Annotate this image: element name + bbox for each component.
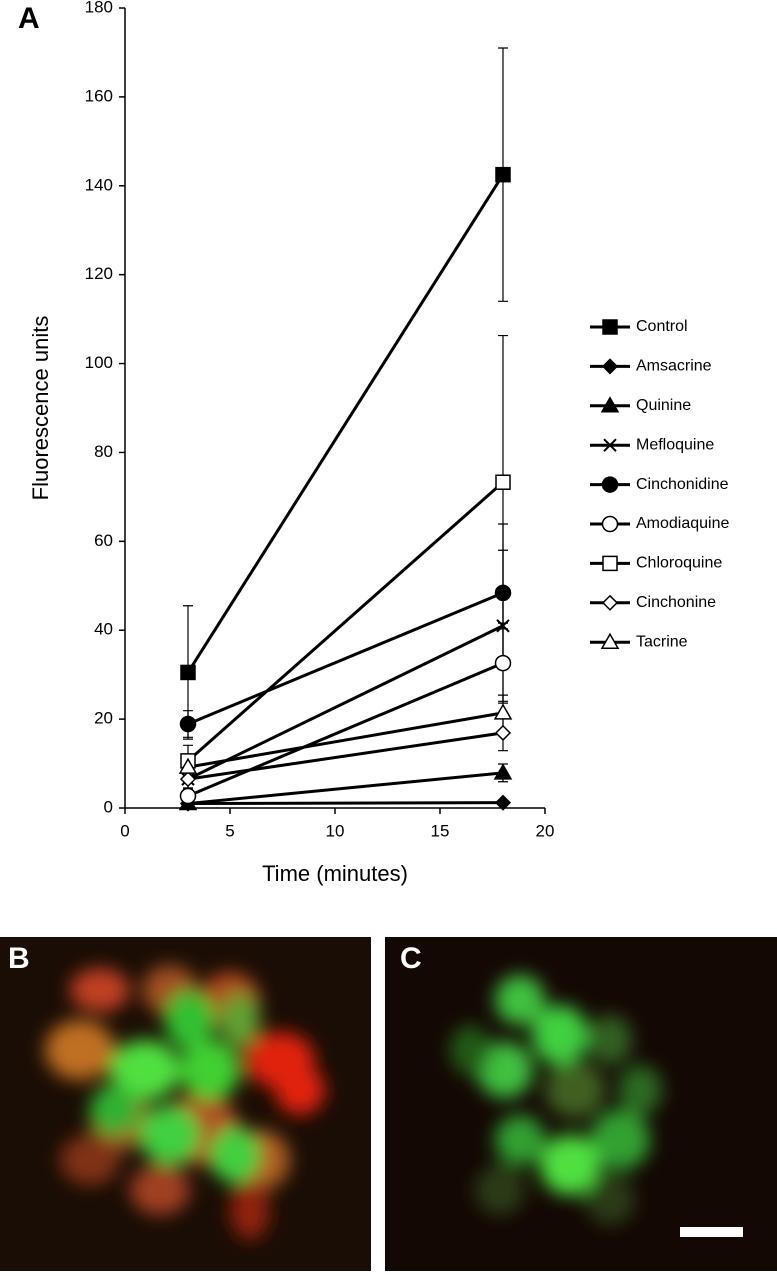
x-tick-label: 10 [326,821,345,840]
legend-label: Cinchonidine [636,476,729,493]
cells-b [45,965,325,1240]
series-line [187,801,504,806]
cell [588,1015,632,1065]
legend-label: Tacrine [636,633,688,650]
legend-marker [602,555,618,572]
cell [230,1180,270,1240]
marker [493,703,513,720]
legend-label: Amsacrine [636,358,712,375]
x-tick-label: 20 [536,821,555,840]
marker [495,474,511,490]
x-tick-label: 15 [431,821,450,840]
cell [210,1127,260,1183]
legend-label: Control [636,318,688,335]
panel-label: B [8,942,30,975]
y-tick-label: 0 [104,797,113,816]
scale-bar [680,1227,743,1237]
marker [494,654,512,672]
cell [477,1042,533,1098]
marker [179,787,197,805]
y-tick-label: 140 [85,175,113,194]
cell [220,992,260,1048]
legend-label: Cinchonine [636,594,716,611]
legend-label: Amodiaquine [636,515,730,532]
series-line [187,481,504,763]
legend-label: Chloroquine [636,555,722,572]
series-line [187,731,504,781]
legend-marker [601,358,619,375]
series-line [187,711,504,769]
cell [495,1115,545,1165]
legend-label: Mefloquine [636,436,714,453]
legend-marker [601,594,619,611]
legend-marker [600,632,620,649]
marker [180,664,196,681]
marker [495,166,511,183]
cell [140,1105,200,1165]
series-line [186,173,505,674]
legend-marker [601,515,619,533]
legend-marker [600,396,620,413]
cell [450,1025,490,1075]
legend-marker [603,438,617,452]
series-line [187,661,504,798]
cell [495,975,545,1025]
cell [540,1135,600,1195]
y-tick-label: 80 [94,442,113,461]
cell [275,1065,325,1115]
y-tick-label: 120 [85,264,113,283]
marker [494,584,512,602]
x-tick-label: 0 [120,821,129,840]
marker [179,715,197,733]
series-line [187,591,504,726]
y-tick-label: 60 [94,531,113,550]
y-tick-label: 100 [85,353,113,372]
x-tick-label: 5 [225,821,234,840]
y-tick-label: 180 [85,0,113,16]
y-tick-label: 40 [94,620,113,639]
cell [165,990,215,1050]
legend-label: Quinine [636,397,691,414]
cell [130,1165,190,1215]
x-axis-title: Time (minutes) [262,861,408,886]
marker [494,724,512,741]
cell [110,1040,180,1100]
marker [178,757,198,774]
cell [180,1040,240,1100]
cell [618,1065,662,1115]
y-tick-label: 20 [94,709,113,728]
y-tick-label: 160 [85,86,113,105]
cell [590,1110,650,1170]
legend-marker [601,476,619,493]
cell [60,1135,120,1185]
cell [532,1005,588,1065]
y-axis-title: Fluorescence units [28,316,53,501]
cell [90,1085,140,1135]
legend-marker [602,319,618,335]
cell [585,1175,635,1225]
panel-label: A [18,2,40,35]
cells-c [450,975,662,1225]
marker [179,771,197,788]
marker [493,763,513,780]
series-line [187,771,504,806]
cell [475,1165,525,1215]
cell [45,1020,115,1080]
marker [496,619,510,633]
cell [70,968,130,1012]
marker [494,794,512,811]
cell [545,1062,605,1118]
panel-label: C [400,942,422,975]
series-line [187,624,504,781]
